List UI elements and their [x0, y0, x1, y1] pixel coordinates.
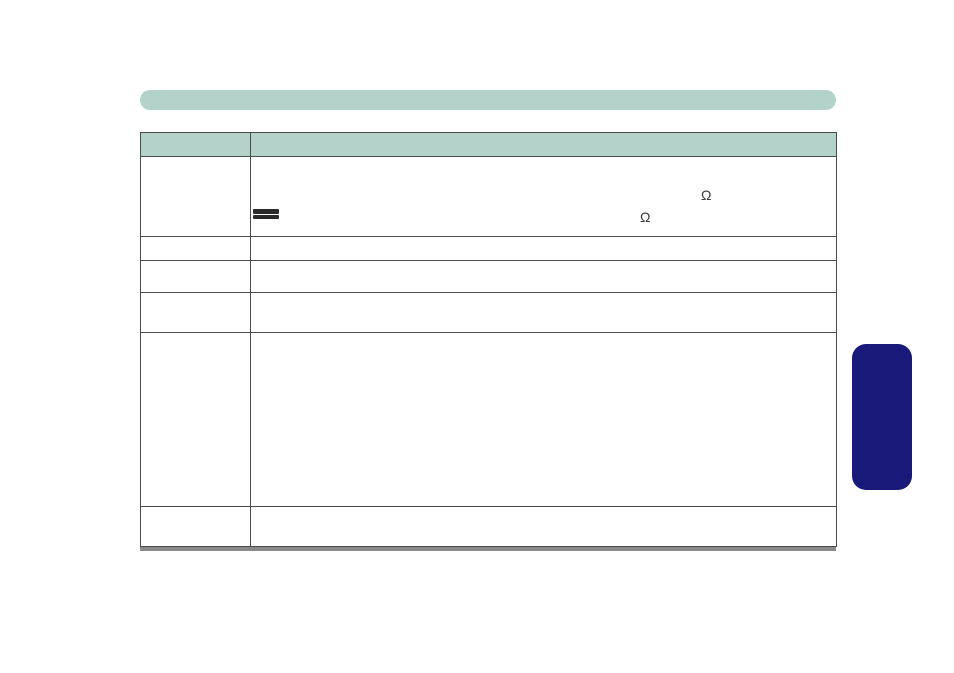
omega-symbol: Ω — [701, 187, 711, 203]
table-row — [141, 237, 837, 261]
section-title-bar — [140, 90, 836, 110]
row-label — [141, 157, 251, 237]
row-content — [251, 237, 837, 261]
header-col-label — [141, 133, 251, 157]
row-content — [251, 293, 837, 333]
row-content — [251, 507, 837, 547]
row-content: Ω Ω — [251, 157, 837, 237]
row-content — [251, 333, 837, 507]
chapter-side-tab — [852, 344, 912, 490]
row-label — [141, 507, 251, 547]
row-label — [141, 293, 251, 333]
table-row — [141, 507, 837, 547]
row-label — [141, 261, 251, 293]
row-label — [141, 333, 251, 507]
row-label — [141, 237, 251, 261]
table-header-row — [141, 133, 837, 157]
table-row — [141, 293, 837, 333]
table-row — [141, 333, 837, 507]
row-content — [251, 261, 837, 293]
spec-table: Ω Ω — [140, 132, 837, 547]
table-row — [141, 261, 837, 293]
table-row: Ω Ω — [141, 157, 837, 237]
srs-icon — [253, 209, 279, 219]
header-col-content — [251, 133, 837, 157]
page-container: Ω Ω — [0, 0, 836, 551]
omega-symbol: Ω — [640, 209, 650, 225]
bottom-divider — [140, 547, 836, 551]
